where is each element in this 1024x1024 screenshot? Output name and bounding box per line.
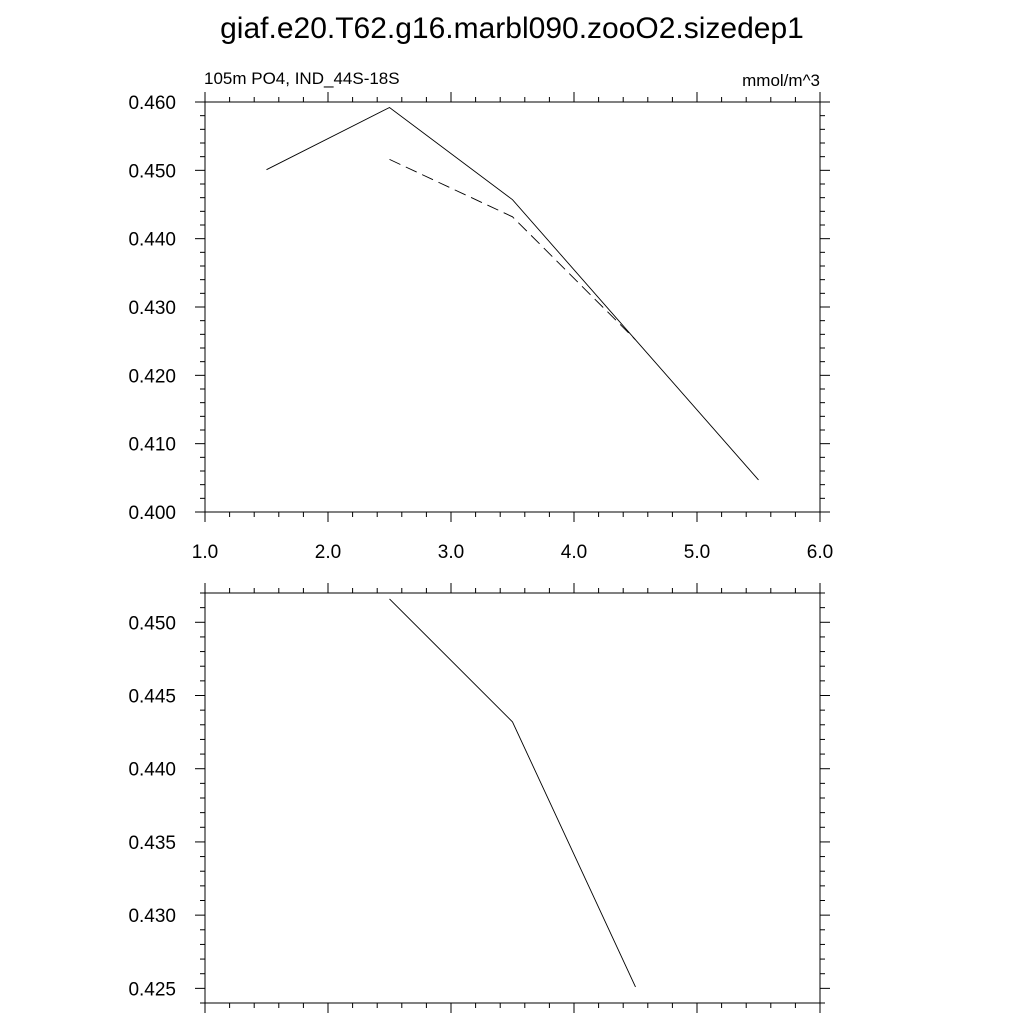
- top-plot-y-tick-labels: 0.400 0.410 0.420 0.430 0.440 0.450 0.46…: [128, 93, 176, 524]
- y-tick-label: 0.460: [128, 93, 176, 114]
- top-plot: 105m PO4, IND_44S-18S mmol/m^3 1.0 2.0 3…: [128, 69, 833, 563]
- top-plot-frame: [204, 101, 821, 513]
- bottom-plot-ticks: [195, 583, 830, 1013]
- top-series-line-2: [389, 158, 636, 341]
- y-tick-label: 0.430: [128, 298, 176, 319]
- y-tick-label: 0.440: [128, 760, 176, 781]
- top-plot-units: mmol/m^3: [742, 71, 820, 90]
- bottom-series-line-1: [389, 598, 636, 988]
- bottom-plot-series: [389, 598, 636, 988]
- x-tick-label: 1.0: [192, 542, 218, 563]
- top-series-line-1: [266, 106, 759, 481]
- chart-title: giaf.e20.T62.g16.marbl090.zooO2.sizedep1: [220, 12, 804, 45]
- y-tick-label: 0.435: [128, 833, 176, 854]
- y-tick-label: 0.445: [128, 687, 176, 708]
- top-plot-series: [266, 106, 759, 481]
- x-tick-label: 6.0: [807, 542, 833, 563]
- y-tick-label: 0.425: [128, 979, 176, 1000]
- y-tick-label: 0.440: [128, 230, 176, 251]
- bottom-plot-y-tick-labels: 0.425 0.430 0.435 0.440 0.445 0.450: [128, 613, 176, 1000]
- y-tick-label: 0.400: [128, 503, 176, 524]
- x-tick-label: 5.0: [684, 542, 710, 563]
- y-tick-label: 0.430: [128, 906, 176, 927]
- y-tick-label: 0.410: [128, 435, 176, 456]
- top-plot-x-tick-labels: 1.0 2.0 3.0 4.0 5.0 6.0: [192, 542, 833, 563]
- top-plot-ticks: [195, 92, 830, 522]
- bottom-plot: 0.425 0.430 0.435 0.440 0.445 0.450: [128, 583, 830, 1013]
- y-tick-label: 0.450: [128, 613, 176, 634]
- top-plot-subtitle: 105m PO4, IND_44S-18S: [204, 69, 400, 88]
- y-tick-label: 0.450: [128, 161, 176, 182]
- y-tick-label: 0.420: [128, 366, 176, 387]
- bottom-plot-frame: [204, 592, 821, 1004]
- x-tick-label: 2.0: [315, 542, 341, 563]
- x-tick-label: 4.0: [561, 542, 587, 563]
- x-tick-label: 3.0: [438, 542, 464, 563]
